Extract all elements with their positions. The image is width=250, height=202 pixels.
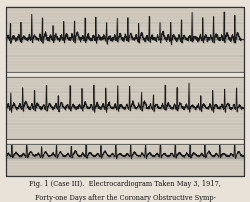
Bar (6, 7, 244, 72)
Bar (6, 144, 244, 176)
Bar (6, 144, 244, 176)
Text: Fig. 1 (Case III).  Electrocardiogram Taken May 3, 1917,: Fig. 1 (Case III). Electrocardiogram Tak… (29, 180, 221, 188)
Bar (6, 77, 244, 139)
Bar (6, 7, 244, 72)
Bar (6, 77, 244, 139)
Bar (6, 7, 244, 176)
Text: Forty-one Days after the Coronary Obstructive Symp-: Forty-one Days after the Coronary Obstru… (34, 194, 216, 202)
